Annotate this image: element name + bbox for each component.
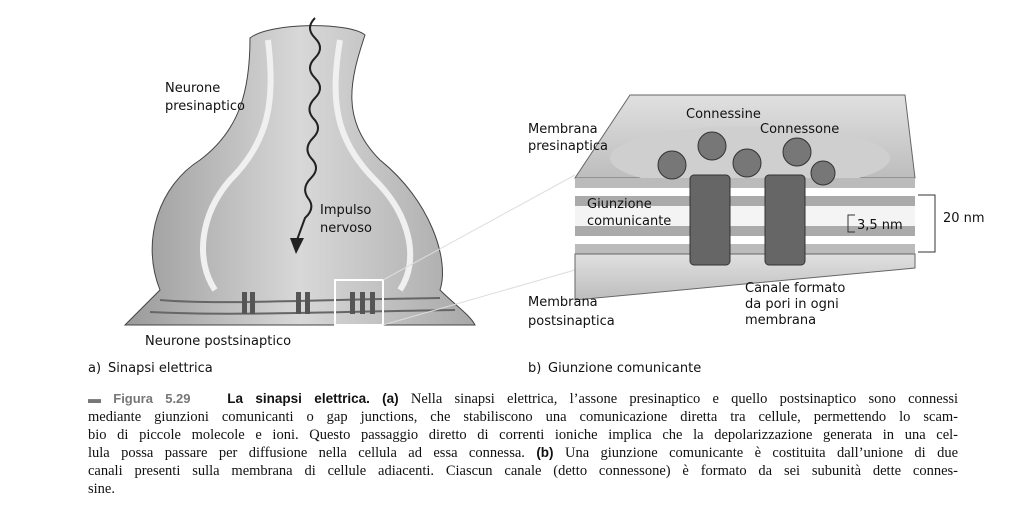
- label: Membrana: [528, 122, 598, 137]
- label: Neurone postsinaptico: [145, 334, 291, 349]
- impulse-arrow: [296, 17, 321, 241]
- channels: [242, 292, 375, 314]
- caption-line: bio di piccole molecole e ioni. Questo p…: [88, 426, 958, 444]
- label: Sinapsi elettrica: [108, 361, 213, 376]
- caption-text: (a): [382, 391, 399, 406]
- rosettes: [657, 131, 836, 186]
- caption-text: Una giunzione comunicante è costituita d…: [564, 445, 959, 461]
- label: Canale formato: [745, 281, 845, 296]
- caption-text: lula possa passare per diffusione nella …: [88, 445, 525, 461]
- connexons: [689, 174, 806, 266]
- zoom-box: [334, 279, 384, 326]
- caption-text: (b): [536, 445, 554, 460]
- caption-text: mediante giunzioni comunicanti o gap jun…: [88, 409, 958, 425]
- label: a): [88, 361, 101, 376]
- label: presinaptica: [528, 139, 608, 154]
- caption-text: Nella sinapsi elettrica, l’assone presin…: [410, 391, 959, 407]
- label: Giunzione: [587, 197, 652, 212]
- caption-text: sine.: [88, 481, 115, 497]
- label: Connessine: [686, 107, 761, 122]
- caption: ▬ Figura 5.29 La sinapsi elettrica. (a) …: [88, 390, 958, 498]
- label: 3,5 nm: [857, 218, 903, 233]
- caption-line: lula possa passare per diffusione nella …: [88, 444, 958, 462]
- figure-label: ▬ Figura 5.29: [88, 391, 191, 406]
- label: nervoso: [320, 221, 372, 236]
- caption-line: sine.: [88, 480, 958, 498]
- label: presinaptico: [165, 99, 245, 114]
- figure-number: Figura 5.29: [113, 391, 191, 406]
- caption-title: La sinapsi elettrica.: [227, 391, 370, 406]
- label: 20 nm: [943, 211, 985, 226]
- label: postsinaptica: [528, 314, 615, 329]
- caption-text: bio di piccole molecole e ioni. Questo p…: [88, 427, 958, 443]
- figure: Neurone presinaptico Impulso nervoso Neurone…: [88, 17, 985, 376]
- label: Neurone: [165, 81, 220, 96]
- membrane-bands: [574, 178, 916, 301]
- label: Membrana: [528, 295, 598, 310]
- label: da pori in ogni: [745, 297, 839, 312]
- neuron-body: [123, 25, 476, 326]
- label: comunicante: [587, 214, 671, 229]
- zoom-lines: [382, 174, 576, 326]
- label: membrana: [745, 313, 816, 328]
- label: Giunzione comunicante: [548, 361, 701, 376]
- neuron-membrane: [200, 39, 414, 292]
- label: Impulso: [320, 203, 371, 218]
- caption-line: mediante giunzioni comunicanti o gap jun…: [88, 408, 958, 426]
- caption-text: canali presenti sulla membrana di cellul…: [88, 463, 958, 479]
- label: Connessone: [760, 122, 839, 137]
- synaptic-cleft: [149, 297, 456, 315]
- caption-line: canali presenti sulla membrana di cellul…: [88, 462, 958, 480]
- dimension-lines: [847, 194, 936, 253]
- arrow-head: [290, 238, 304, 254]
- label: b): [528, 361, 541, 376]
